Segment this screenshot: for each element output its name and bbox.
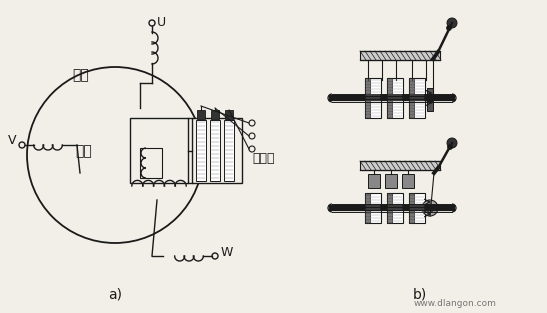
Bar — [211, 110, 219, 119]
Bar — [387, 193, 403, 223]
Text: 定子: 定子 — [72, 68, 89, 82]
Bar — [192, 118, 242, 183]
Bar — [409, 78, 414, 118]
Bar — [409, 193, 425, 223]
Bar — [140, 148, 162, 178]
Bar — [402, 174, 414, 188]
Text: 集电环: 集电环 — [252, 151, 275, 165]
Bar — [196, 120, 206, 181]
Bar — [387, 193, 392, 223]
Text: 转子: 转子 — [75, 144, 92, 158]
Text: U: U — [157, 16, 166, 28]
Bar — [365, 193, 381, 223]
Circle shape — [422, 200, 438, 216]
Bar — [427, 88, 433, 98]
Circle shape — [426, 204, 434, 212]
Bar — [365, 78, 370, 118]
Bar — [365, 78, 381, 118]
Text: a): a) — [108, 287, 122, 301]
Circle shape — [447, 18, 457, 28]
Circle shape — [446, 25, 451, 30]
Bar — [224, 120, 234, 181]
Bar — [409, 78, 425, 118]
Text: b): b) — [413, 287, 427, 301]
Bar — [387, 78, 403, 118]
Bar — [368, 174, 380, 188]
Bar — [130, 118, 188, 183]
Text: W: W — [221, 245, 234, 259]
Bar — [385, 174, 397, 188]
Bar — [360, 161, 440, 170]
Bar — [387, 78, 392, 118]
Bar — [427, 101, 433, 111]
Text: www.dlangon.com: www.dlangon.com — [414, 299, 497, 308]
Bar — [225, 110, 233, 119]
Bar — [210, 120, 220, 181]
Bar — [197, 110, 205, 119]
Circle shape — [447, 145, 452, 150]
Circle shape — [447, 138, 457, 148]
Bar — [360, 51, 440, 60]
Bar — [409, 193, 414, 223]
Bar — [365, 193, 370, 223]
Text: V: V — [8, 135, 16, 147]
